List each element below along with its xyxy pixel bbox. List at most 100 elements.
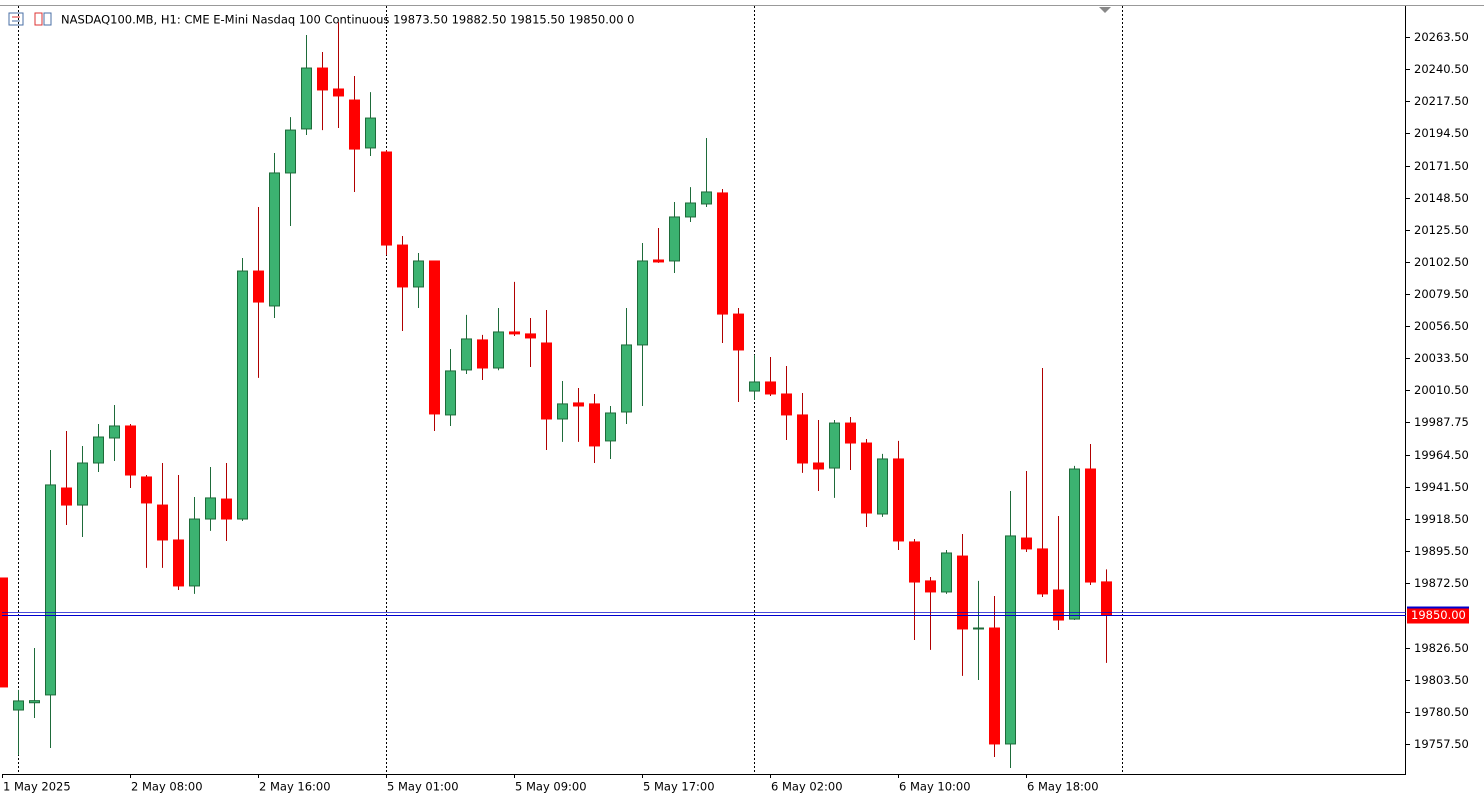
candle-body — [445, 370, 456, 416]
candle-body — [605, 412, 616, 442]
candle-body — [461, 338, 472, 371]
candle-body — [893, 458, 904, 542]
x-tick-label: 5 May 01:00 — [387, 780, 459, 794]
candle-body — [157, 504, 168, 541]
y-tick-label: 20056.50 — [1414, 319, 1469, 333]
candle-body — [925, 580, 936, 593]
candle-body — [669, 216, 680, 262]
y-tick-label: 20148.50 — [1414, 191, 1469, 205]
x-tick-label: 6 May 02:00 — [771, 780, 843, 794]
candle-body — [413, 260, 424, 288]
candle-body — [125, 425, 136, 476]
shift-marker — [1099, 7, 1111, 13]
candle-body — [1101, 581, 1112, 616]
x-tick-label: 6 May 18:00 — [1027, 780, 1099, 794]
candle-body — [205, 497, 216, 520]
icon — [34, 12, 43, 26]
candle-body — [781, 393, 792, 416]
y-tick-label: 20240.50 — [1414, 62, 1469, 76]
y-tick-label: 19803.50 — [1414, 673, 1469, 687]
candle-body — [701, 191, 712, 205]
candle-body — [525, 333, 536, 339]
y-tick-label: 19895.50 — [1414, 544, 1469, 558]
candle-body — [333, 88, 344, 97]
candle-body — [957, 555, 968, 630]
candle-body — [797, 414, 808, 464]
candle-body — [13, 700, 24, 711]
candle-body — [813, 462, 824, 470]
candle-body — [973, 627, 984, 630]
candle-body — [621, 344, 632, 413]
y-tick-label: 20125.50 — [1414, 223, 1469, 237]
y-tick-label: 19780.50 — [1414, 705, 1469, 719]
candle-body — [61, 487, 72, 506]
candle-body — [1085, 468, 1096, 583]
y-tick-label: 20171.50 — [1414, 159, 1469, 173]
icon — [8, 12, 24, 26]
y-tick-label: 19918.50 — [1414, 512, 1469, 526]
candle-body — [221, 498, 232, 520]
candle-body — [909, 541, 920, 583]
candle-body — [1069, 468, 1080, 620]
candle-body — [109, 425, 120, 439]
candle-body — [541, 342, 552, 420]
price-label-top — [1407, 606, 1469, 609]
candle-body — [653, 259, 664, 263]
candle-body — [637, 260, 648, 346]
candle-body — [301, 67, 312, 130]
y-tick-label: 20079.50 — [1414, 287, 1469, 301]
y-tick-label: 20033.50 — [1414, 351, 1469, 365]
x-tick-label: 5 May 09:00 — [515, 780, 587, 794]
candle-body — [573, 402, 584, 407]
candle-body — [237, 270, 248, 520]
candle-body — [1005, 535, 1016, 745]
candle-body — [77, 462, 88, 506]
y-tick-label: 19964.50 — [1414, 448, 1469, 462]
x-tick-label: 2 May 16:00 — [259, 780, 331, 794]
candle-body — [861, 442, 872, 514]
price-label: 19850.00 — [1411, 608, 1466, 622]
candle-body — [397, 244, 408, 288]
y-tick-label: 19757.50 — [1414, 737, 1469, 751]
x-tick-label: 5 May 17:00 — [643, 780, 715, 794]
price-label-box — [1407, 606, 1469, 624]
candle-body — [493, 331, 504, 369]
candle-body — [941, 552, 952, 593]
candle-body — [989, 627, 1000, 745]
candle-body — [141, 476, 152, 504]
candle-body — [285, 129, 296, 174]
chart-title: NASDAQ100.MB, H1: CME E-Mini Nasdaq 100 … — [61, 13, 635, 27]
candle-body — [269, 172, 280, 307]
candle-body — [829, 422, 840, 469]
candle-body — [733, 313, 744, 351]
x-tick-label: 1 May 2025 — [3, 780, 71, 794]
y-tick-label: 20194.50 — [1414, 126, 1469, 140]
candle-body — [1037, 548, 1048, 595]
candle-body — [765, 381, 776, 395]
y-tick-label: 19987.75 — [1414, 415, 1469, 429]
candle-body — [509, 331, 520, 335]
candle-body — [877, 458, 888, 515]
y-tick-label: 19941.50 — [1414, 480, 1469, 494]
candle-body — [1021, 537, 1032, 550]
y-tick-label: 20010.50 — [1414, 383, 1469, 397]
candle-body — [749, 381, 760, 392]
candle-body — [0, 577, 8, 688]
y-tick-label: 20217.50 — [1414, 94, 1469, 108]
x-tick-label: 6 May 10:00 — [899, 780, 971, 794]
candle-body — [349, 99, 360, 150]
icon — [43, 12, 52, 26]
y-tick-label: 20102.50 — [1414, 255, 1469, 269]
y-tick-label: 19826.50 — [1414, 641, 1469, 655]
candle-body — [29, 700, 40, 704]
candle-body — [317, 67, 328, 91]
candle-body — [685, 202, 696, 218]
candle-body — [717, 192, 728, 315]
candle-body — [45, 484, 56, 696]
candle-body — [845, 422, 856, 444]
symbol-icons — [8, 12, 52, 26]
candle-body — [557, 403, 568, 420]
candle-body — [253, 270, 264, 303]
